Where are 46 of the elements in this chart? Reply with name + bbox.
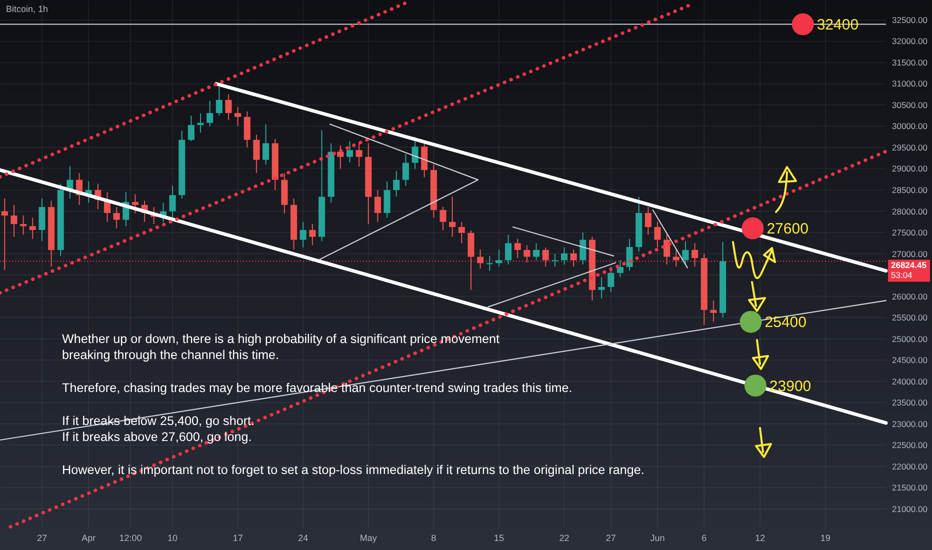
x-tick-label: 12:00 [119,533,142,543]
x-tick-label: Apr [82,533,96,543]
x-tick-label: 24 [298,533,308,543]
x-tick-label: 15 [494,533,504,543]
y-tick-label: 23500.00 [892,398,928,408]
y-tick-label: 28500.00 [892,185,928,196]
y-tick-label: 22500.00 [892,440,928,450]
y-tick-label: 22000.00 [892,461,928,472]
y-tick-label: 21500.00 [892,482,928,493]
y-tick-label: 24500.00 [892,355,928,366]
y-tick-label: 31000.00 [892,78,928,89]
x-tick-label: 19 [820,533,830,543]
annotation: 27600 [766,220,808,238]
y-tick-label: 31500.00 [892,57,928,68]
y-tick-label: 24000.00 [892,376,928,386]
annotation: breaking through the channel this time. [62,348,280,362]
y-tick-label: 30000.00 [892,121,928,132]
x-tick-label: 6 [702,533,707,543]
ref-line-label: 26824.45 53:04 [891,260,927,280]
chart-title: Bitcoin, 1h [6,4,48,14]
x-tick-label: 8 [431,533,436,543]
y-tick-label: 25500.00 [892,312,928,323]
annotation: If it breaks above 27,600, go long. [62,430,252,444]
annotation: 25400 [764,314,806,332]
x-tick-label: Jun [650,533,665,543]
y-tick-label: 29000.00 [892,164,928,174]
x-tick-label: 10 [168,533,178,543]
annotation: 23900 [769,378,812,395]
x-tick-label: 22 [559,533,570,543]
y-tick-label: 32000.00 [892,36,928,46]
x-tick-label: 27 [36,533,47,543]
y-tick-label: 27000.00 [892,248,928,259]
y-tick-label: 29500.00 [892,142,928,152]
y-tick-label: 25000.00 [892,334,928,344]
x-tick-label: May [360,533,378,543]
x-tick-label: 17 [232,533,243,543]
y-tick-label: 32500.00 [892,14,928,25]
y-tick-label: 21000.00 [892,504,928,514]
y-tick-label: 23000.00 [892,418,928,429]
x-tick-label: 12 [755,533,766,543]
x-tick-label: 27 [606,533,616,543]
y-tick-label: 30500.00 [892,100,928,110]
y-tick-label: 26000.00 [892,291,928,302]
annotation: However, it is important not to forget to set a stop-loss immediately if it returns to the original price range. [62,463,644,477]
y-tick-label: 27500.00 [892,228,928,238]
y-tick-label: 28000.00 [892,206,928,216]
